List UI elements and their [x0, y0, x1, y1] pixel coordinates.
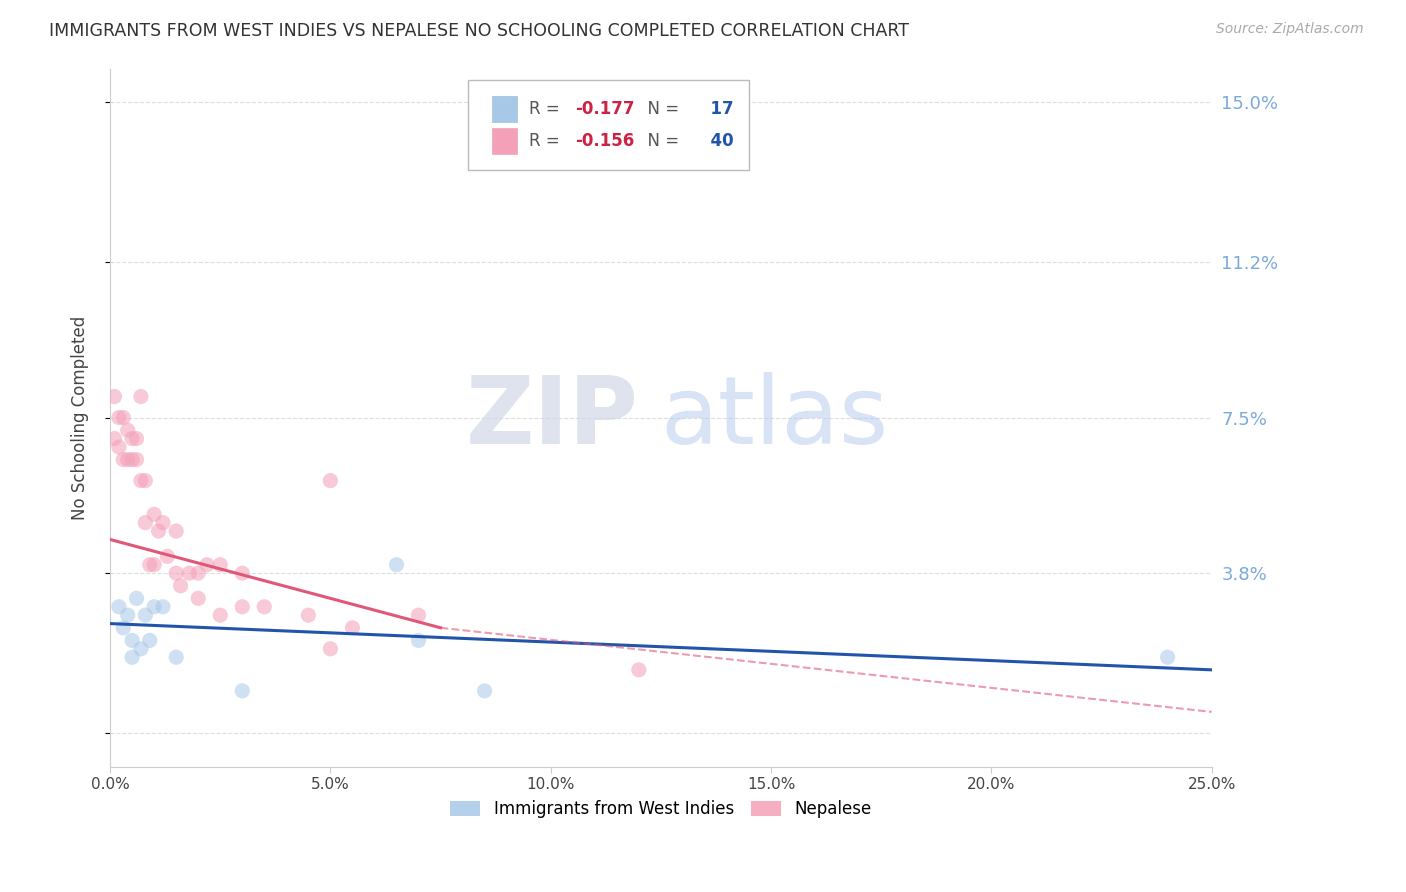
Point [169, 579, 191, 593]
Legend: Immigrants from West Indies, Nepalese: Immigrants from West Indies, Nepalese [444, 793, 877, 824]
Point [125, 452, 148, 467]
Point [134, 474, 156, 488]
Point [134, 608, 156, 623]
Point [187, 591, 209, 606]
Point [108, 599, 131, 614]
Point [143, 599, 166, 614]
Point [138, 633, 160, 648]
Point [253, 599, 276, 614]
Point [408, 633, 430, 648]
Point [152, 516, 174, 530]
Point [156, 549, 179, 564]
Point [474, 684, 496, 698]
Point [121, 432, 143, 446]
Text: N =: N = [637, 132, 683, 150]
Point [148, 524, 170, 538]
Point [103, 432, 125, 446]
Point [117, 423, 139, 437]
Point [129, 390, 152, 404]
Point [112, 452, 135, 467]
Point [319, 474, 342, 488]
Point [121, 633, 143, 648]
Point [152, 599, 174, 614]
Point [179, 566, 201, 581]
Point [129, 474, 152, 488]
Text: ZIP: ZIP [465, 372, 638, 464]
Point [209, 608, 232, 623]
Point [209, 558, 232, 572]
Bar [492, 128, 516, 154]
Point [165, 524, 187, 538]
Text: R =: R = [529, 100, 565, 118]
Text: 40: 40 [699, 132, 734, 150]
Point [134, 516, 156, 530]
Point [112, 621, 135, 635]
Point [231, 684, 253, 698]
Point [165, 650, 187, 665]
Text: -0.177: -0.177 [575, 100, 634, 118]
Point [187, 566, 209, 581]
Point [627, 663, 650, 677]
Point [108, 440, 131, 454]
Y-axis label: No Schooling Completed: No Schooling Completed [72, 316, 89, 520]
Text: IMMIGRANTS FROM WEST INDIES VS NEPALESE NO SCHOOLING COMPLETED CORRELATION CHART: IMMIGRANTS FROM WEST INDIES VS NEPALESE … [49, 22, 910, 40]
Point [117, 608, 139, 623]
Point [165, 566, 187, 581]
Point [125, 432, 148, 446]
Point [112, 410, 135, 425]
Point [108, 410, 131, 425]
Point [231, 599, 253, 614]
Text: 17: 17 [699, 100, 734, 118]
Text: atlas: atlas [661, 372, 889, 464]
Point [1156, 650, 1178, 665]
Point [129, 641, 152, 656]
Point [117, 452, 139, 467]
Point [385, 558, 408, 572]
Text: N =: N = [637, 100, 683, 118]
Point [143, 508, 166, 522]
Point [138, 558, 160, 572]
Point [121, 452, 143, 467]
Point [342, 621, 364, 635]
Bar [492, 95, 516, 122]
Text: Source: ZipAtlas.com: Source: ZipAtlas.com [1216, 22, 1364, 37]
Text: R =: R = [529, 132, 565, 150]
Point [408, 608, 430, 623]
Point [231, 566, 253, 581]
Point [319, 641, 342, 656]
Point [103, 390, 125, 404]
Point [143, 558, 166, 572]
Point [121, 650, 143, 665]
Text: -0.156: -0.156 [575, 132, 634, 150]
FancyBboxPatch shape [468, 80, 749, 169]
Point [195, 558, 218, 572]
Point [125, 591, 148, 606]
Point [297, 608, 319, 623]
